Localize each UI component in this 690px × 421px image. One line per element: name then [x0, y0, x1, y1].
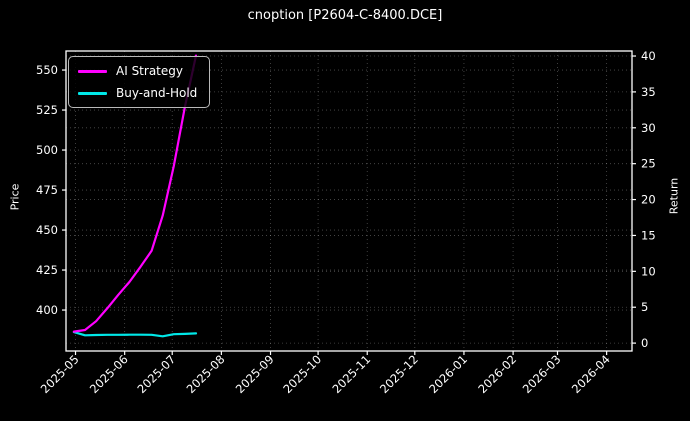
y-tick-label-right: 40 — [641, 49, 656, 63]
x-tick-label: 2025-11 — [329, 352, 373, 396]
y-tick-label-right: 15 — [641, 228, 656, 242]
x-tick-label: 2026-02 — [475, 352, 519, 396]
axes-frame — [65, 50, 633, 352]
legend-swatch — [78, 69, 107, 73]
legend: AI Strategy Buy-and-Hold — [68, 56, 211, 108]
ai-strategy-line — [72, 54, 198, 333]
chart-title: cnoption [P2604-C-8400.DCE] — [247, 8, 443, 23]
legend-swatch — [78, 91, 107, 95]
legend-label: AI Strategy — [116, 64, 183, 78]
y-tick-label-right: 10 — [641, 264, 656, 278]
buy-and-hold-line — [72, 331, 198, 338]
left-axis-label: Price — [8, 183, 22, 211]
x-tick-label: 2026-03 — [520, 352, 564, 396]
x-tick-label: 2026-01 — [426, 352, 470, 396]
y-tick-label-left: 550 — [36, 63, 58, 77]
y-tick-label-left: 500 — [36, 143, 58, 157]
y-tick-label-right: 20 — [641, 193, 656, 207]
x-tick-label: 2025-10 — [280, 352, 324, 396]
y-tick-label-right: 0 — [641, 336, 648, 350]
legend-item: Buy-and-Hold — [78, 84, 197, 102]
y-tick-label-right: 5 — [641, 300, 648, 314]
y-tick-label-left: 475 — [36, 183, 58, 197]
x-tick-label: 2025-07 — [134, 352, 178, 396]
right-axis-label: Return — [667, 177, 681, 215]
x-tick-label: 2025-08 — [184, 352, 228, 396]
y-tick-label-left: 425 — [36, 263, 58, 277]
y-tick-label-left: 450 — [36, 223, 58, 237]
y-tick-label-left: 400 — [36, 303, 58, 317]
legend-item: AI Strategy — [78, 62, 197, 80]
x-tick-label: 2025-06 — [87, 352, 131, 396]
y-tick-label-right: 30 — [641, 121, 656, 135]
x-tick-label: 2025-05 — [38, 352, 82, 396]
x-tick-label: 2026-04 — [569, 352, 613, 396]
x-tick-label: 2025-09 — [233, 352, 277, 396]
y-tick-label-right: 35 — [641, 85, 656, 99]
x-tick-label: 2025-12 — [377, 352, 421, 396]
y-tick-label-left: 525 — [36, 103, 58, 117]
y-tick-label-right: 25 — [641, 157, 656, 171]
legend-label: Buy-and-Hold — [116, 86, 198, 100]
